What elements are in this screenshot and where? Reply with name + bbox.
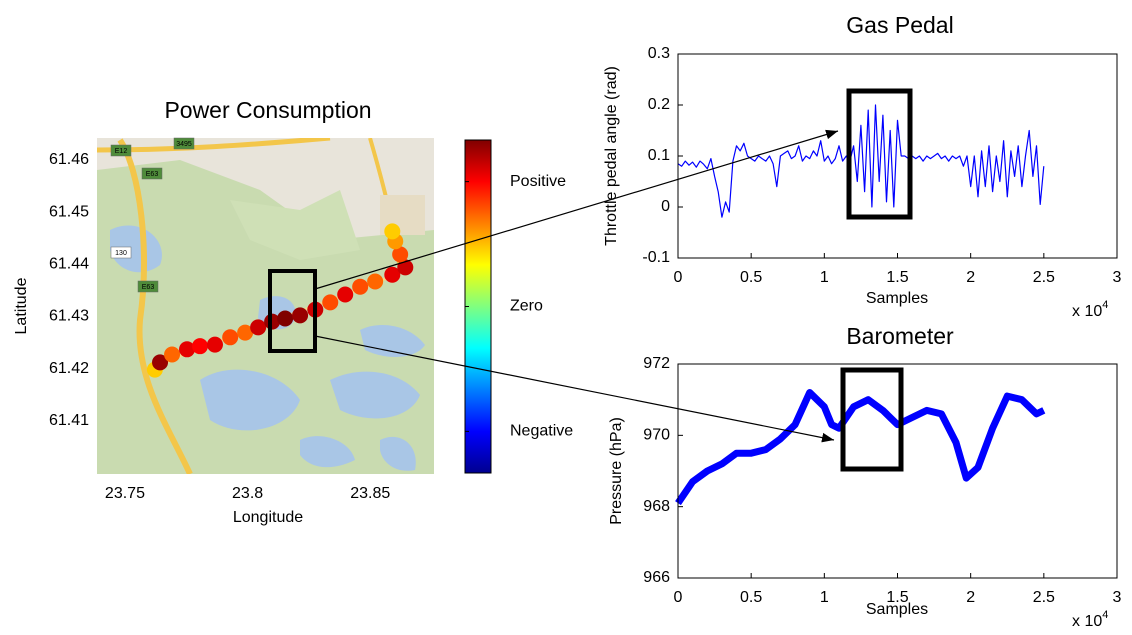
map-background	[97, 138, 434, 474]
y-tick-label: 61.44	[49, 255, 89, 272]
route-point	[384, 223, 400, 239]
page: Power Consumption Longitude Latitude 23.75 2…	[0, 0, 1132, 635]
route-point	[292, 307, 308, 323]
chart-title: Barometer	[846, 323, 954, 349]
x-tick-label: 3	[1113, 589, 1122, 606]
x-tick-label: 3	[1113, 269, 1122, 286]
x-tick-label: 1.5	[886, 269, 908, 286]
x-tick-label: 0.5	[740, 269, 762, 286]
data-line	[678, 393, 1044, 504]
y-tick-label: 61.43	[49, 308, 89, 325]
x-tick-label: 1	[820, 269, 829, 286]
map-label: 3495	[176, 141, 192, 148]
y-axis-label: Latitude	[13, 277, 30, 334]
route-point	[337, 287, 353, 303]
y-tick-label: 61.45	[49, 203, 89, 220]
x-multiplier: x 104	[1072, 609, 1108, 630]
x-axis-label: Longitude	[233, 509, 303, 526]
x-multiplier: x 104	[1072, 299, 1108, 320]
route-point	[192, 338, 208, 354]
chart-title: Power Consumption	[164, 97, 371, 123]
colorbar-label: Zero	[510, 298, 543, 315]
chart-title: Gas Pedal	[846, 12, 953, 38]
y-tick-label: -0.1	[642, 249, 670, 266]
x-axis-label: Samples	[866, 290, 928, 307]
x-tick-label: 23.75	[105, 485, 145, 502]
y-tick-label: 0.3	[648, 45, 670, 62]
x-multiplier-exponent: 4	[1102, 609, 1108, 621]
y-tick-label: 61.41	[49, 412, 89, 429]
y-tick-label: 966	[643, 569, 670, 586]
y-tick-label: 972	[643, 355, 670, 372]
route-point	[250, 319, 266, 335]
y-axis-label: Throttle pedal angle (rad)	[603, 66, 620, 246]
route-point	[322, 294, 338, 310]
map-label: E12	[115, 148, 128, 155]
x-multiplier-base: x 10	[1072, 303, 1102, 320]
y-tick-label: 61.42	[49, 360, 89, 377]
colorbar-label: Negative	[510, 423, 573, 440]
x-tick-label: 2.5	[1033, 269, 1055, 286]
figure: Power Consumption Longitude Latitude 23.75 2…	[0, 0, 1132, 635]
x-multiplier-base: x 10	[1072, 613, 1102, 630]
map-label: E63	[142, 284, 155, 291]
x-multiplier-exponent: 4	[1102, 299, 1108, 311]
y-tick-label: 970	[643, 427, 670, 444]
x-tick-label: 1	[820, 589, 829, 606]
colorbar-label: Positive	[510, 173, 566, 190]
x-tick-label: 23.85	[350, 485, 390, 502]
route-point	[367, 273, 383, 289]
x-tick-label: 23.8	[232, 485, 263, 502]
y-tick-label: 0.1	[648, 147, 670, 164]
route-point	[277, 311, 293, 327]
axes-frame	[678, 54, 1117, 258]
x-tick-label: 2	[966, 269, 975, 286]
x-tick-label: 0.5	[740, 589, 762, 606]
y-tick-label: 0	[661, 198, 670, 215]
x-tick-label: 2	[966, 589, 975, 606]
map-label: 130	[115, 250, 127, 257]
route-point	[222, 329, 238, 345]
route-point	[207, 337, 223, 353]
route-point	[164, 347, 180, 363]
x-tick-label: 2.5	[1033, 589, 1055, 606]
x-tick-label: 0	[674, 589, 683, 606]
route-point	[352, 279, 368, 295]
y-axis-label: Pressure (hPa)	[608, 417, 625, 525]
map-label: E63	[146, 171, 159, 178]
y-tick-label: 0.2	[648, 96, 670, 113]
data-line	[678, 105, 1044, 217]
y-tick-label: 61.46	[49, 151, 89, 168]
x-tick-label: 0	[674, 269, 683, 286]
x-tick-label: 1.5	[886, 589, 908, 606]
y-tick-label: 968	[643, 498, 670, 515]
